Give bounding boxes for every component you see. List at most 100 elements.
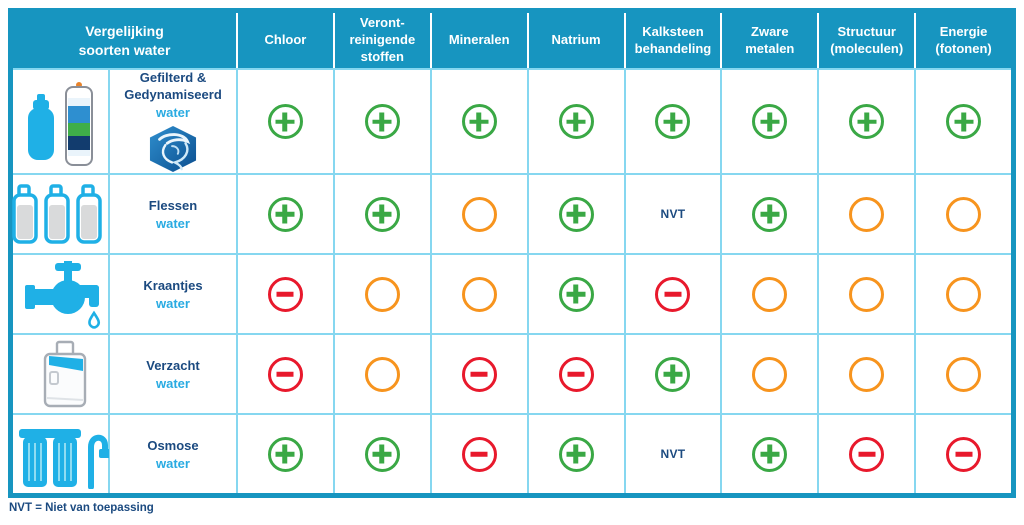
water-bottles-icon xyxy=(11,183,111,245)
orange-circle-icon xyxy=(461,276,497,312)
tap-faucet-icon xyxy=(17,257,105,331)
green-plus-icon xyxy=(558,196,594,232)
water-softener-icon xyxy=(23,338,99,410)
row-subtitle: water xyxy=(156,456,190,472)
symbol-cell xyxy=(722,415,818,493)
row-name: Gefilterd & Gedynamiseerd xyxy=(124,70,222,102)
column-header-4: Natrium xyxy=(528,13,624,68)
column-header-2: Veront- reinigende stoffen xyxy=(334,13,430,68)
orange-circle-icon xyxy=(364,276,400,312)
comparison-table: Vergelijking soorten water Chloor Veront-… xyxy=(8,8,1016,498)
row-name-cell: Gefilterd & Gedynamiseerd water xyxy=(110,70,236,173)
green-plus-icon xyxy=(558,104,594,139)
footnote: NVT = Niet van toepassing xyxy=(9,502,154,514)
orange-circle-icon xyxy=(946,356,982,392)
symbol-cell xyxy=(722,175,818,253)
symbol-cell xyxy=(819,415,915,493)
symbol-cell xyxy=(238,415,333,493)
symbol-cell xyxy=(819,70,915,173)
red-minus-icon xyxy=(849,436,885,472)
column-header-7: Structuur (moleculen) xyxy=(819,13,915,68)
green-plus-icon xyxy=(752,196,788,232)
symbol-cell xyxy=(528,335,624,413)
row-name: Flessen xyxy=(148,197,198,213)
column-header-6: Zware metalen xyxy=(722,13,818,68)
symbol-cell: NVT xyxy=(625,175,721,253)
symbol-cell xyxy=(819,335,915,413)
row-icon-cell xyxy=(11,175,111,253)
row-icon-cell xyxy=(13,255,108,333)
orange-circle-icon xyxy=(461,196,497,232)
symbol-cell xyxy=(916,255,1011,333)
row-name-cell: Verzacht water xyxy=(110,335,236,413)
orange-circle-icon xyxy=(364,356,400,392)
row-subtitle: water xyxy=(156,296,190,312)
red-minus-icon xyxy=(461,356,497,392)
red-minus-icon xyxy=(558,356,594,392)
symbol-cell xyxy=(334,255,430,333)
symbol-cell xyxy=(625,70,721,173)
green-plus-icon xyxy=(364,436,400,472)
symbol-cell xyxy=(334,175,430,253)
row-subtitle: water xyxy=(156,104,190,120)
red-minus-icon xyxy=(267,356,303,392)
row-name: Verzacht xyxy=(146,357,200,373)
symbol-cell xyxy=(238,335,333,413)
symbol-cell xyxy=(528,255,624,333)
symbol-cell: NVT xyxy=(625,415,721,493)
symbol-cell xyxy=(916,335,1011,413)
symbol-cell xyxy=(334,415,430,493)
symbol-cell xyxy=(431,255,527,333)
green-plus-icon xyxy=(558,276,594,312)
symbol-cell xyxy=(722,70,818,173)
symbol-cell xyxy=(916,175,1011,253)
symbol-cell xyxy=(431,70,527,173)
table-title: Vergelijking soorten water xyxy=(13,13,236,68)
orange-circle-icon xyxy=(849,356,885,392)
orange-circle-icon xyxy=(752,356,788,392)
symbol-cell xyxy=(916,415,1011,493)
row-icon-cell xyxy=(13,70,108,173)
row-name: Kraantjes xyxy=(143,277,203,293)
green-plus-icon xyxy=(558,436,594,472)
red-minus-icon xyxy=(655,276,691,312)
symbol-cell xyxy=(431,175,527,253)
row-subtitle: water xyxy=(156,376,190,392)
symbol-cell xyxy=(528,70,624,173)
symbol-cell xyxy=(334,70,430,173)
green-plus-icon xyxy=(267,104,303,139)
symbol-cell xyxy=(819,255,915,333)
symbol-cell xyxy=(819,175,915,253)
row-name-cell: Osmose water xyxy=(110,415,236,493)
green-plus-icon xyxy=(752,436,788,472)
orange-circle-icon xyxy=(752,276,788,312)
green-plus-icon xyxy=(461,104,497,139)
red-minus-icon xyxy=(461,436,497,472)
nvt-label: NVT xyxy=(660,207,686,221)
column-header-8: Energie (fotonen) xyxy=(916,13,1011,68)
symbol-cell xyxy=(528,415,624,493)
orange-circle-icon xyxy=(946,276,982,312)
symbol-cell xyxy=(238,175,333,253)
red-minus-icon xyxy=(267,276,303,312)
row-name-cell: Flessen water xyxy=(110,175,236,253)
green-plus-icon xyxy=(364,104,400,139)
column-header-3: Mineralen xyxy=(431,13,527,68)
row-name-cell: Kraantjes water xyxy=(110,255,236,333)
green-plus-icon xyxy=(364,196,400,232)
green-plus-icon xyxy=(267,196,303,232)
symbol-cell xyxy=(238,70,333,173)
row-icon-cell xyxy=(13,335,108,413)
symbol-cell xyxy=(916,70,1011,173)
symbol-cell xyxy=(431,415,527,493)
green-plus-icon xyxy=(655,104,691,139)
row-name: Osmose xyxy=(147,437,199,453)
symbol-cell xyxy=(722,255,818,333)
symbol-cell xyxy=(625,255,721,333)
symbol-cell xyxy=(431,335,527,413)
row-icon-cell xyxy=(13,415,111,493)
symbol-cell xyxy=(722,335,818,413)
orange-circle-icon xyxy=(849,276,885,312)
symbol-cell xyxy=(238,255,333,333)
symbol-cell xyxy=(625,335,721,413)
